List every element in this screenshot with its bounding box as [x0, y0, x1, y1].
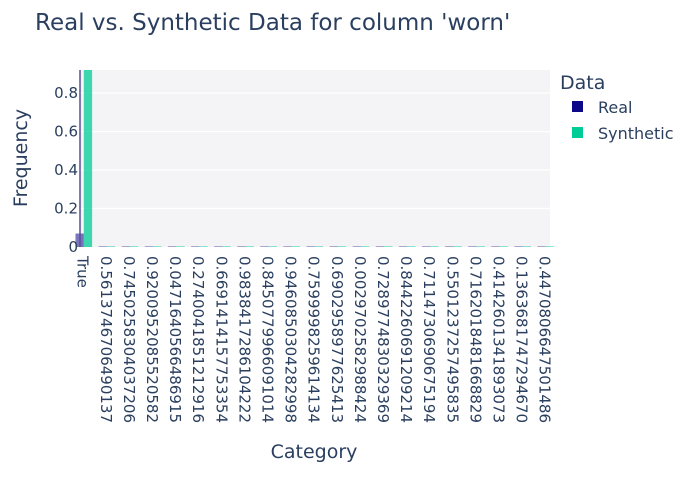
bar-synthetic[interactable]	[499, 246, 508, 247]
bar-synthetic[interactable]	[337, 246, 347, 247]
x-tick-label: 0.5613746706490137	[97, 256, 115, 423]
bar-synthetic[interactable]	[476, 246, 485, 247]
x-ticks: True 0.5613746706490137 0.7450258304037206…	[74, 255, 554, 423]
x-tick-label: 0.0029702582988424	[351, 256, 369, 423]
x-tick-label: 0.6691414157753354	[212, 256, 230, 423]
x-tick-label: 0.7289774830329369	[374, 256, 392, 423]
bar-real[interactable]	[214, 246, 223, 247]
bar-synthetic[interactable]	[130, 246, 139, 247]
bar-synthetic[interactable]	[314, 246, 324, 247]
bar-real[interactable]	[445, 246, 454, 247]
bar-synthetic[interactable]	[199, 246, 208, 247]
bar-synthetic[interactable]	[453, 246, 462, 247]
legend-item-real[interactable]: Real	[572, 98, 633, 117]
x-tick-label: 0.9460850304282998	[282, 256, 300, 423]
bar-real[interactable]	[422, 246, 431, 247]
bar-synthetic[interactable]	[176, 246, 185, 247]
x-tick-label: 0.9200952085520582	[143, 256, 161, 423]
bar-real[interactable]	[352, 246, 362, 247]
bar-real[interactable]	[237, 246, 246, 247]
bar-synthetic[interactable]	[222, 246, 231, 247]
bar-real[interactable]	[191, 246, 200, 247]
x-tick-label: 0.2740041851212916	[189, 256, 207, 423]
bar-real[interactable]	[514, 246, 523, 247]
y-tick-label: 0.4	[54, 161, 78, 179]
y-tick-label: 0.2	[54, 200, 78, 218]
bar-synthetic[interactable]	[545, 246, 555, 247]
x-tick-label: 0.9838417286104222	[235, 256, 253, 423]
bar-real[interactable]	[468, 246, 477, 247]
bar-synthetic[interactable]	[153, 246, 162, 247]
x-axis-title: Category	[271, 441, 358, 463]
legend-label-synthetic: Synthetic	[598, 124, 674, 143]
bar-synthetic[interactable]	[407, 246, 416, 247]
bar-real[interactable]	[167, 246, 177, 247]
x-tick-label: 0.4470806647501486	[536, 256, 554, 423]
bar-real[interactable]	[144, 246, 154, 247]
x-tick-label: True	[74, 255, 92, 288]
bar-synthetic[interactable]	[83, 70, 93, 247]
bar-synthetic[interactable]	[245, 246, 254, 247]
chart-title: Real vs. Synthetic Data for column 'worn…	[35, 10, 510, 36]
x-tick-label: 0.7450258304037206	[120, 256, 138, 423]
y-axis-title: Frequency	[10, 109, 32, 207]
bar-synthetic[interactable]	[384, 246, 393, 247]
bar-real[interactable]	[329, 246, 338, 247]
x-tick-label: 0.8442260691209214	[397, 256, 415, 423]
legend-title: Data	[560, 72, 605, 94]
x-tick-label: 0.4142601341893073	[489, 256, 507, 423]
x-tick-label: 0.0471640566486915	[166, 256, 184, 423]
x-tick-label: 0.5501237257495835	[443, 256, 461, 423]
x-tick-label: 0.7162018481668829	[466, 256, 484, 423]
y-tick-label: 0.6	[54, 123, 78, 141]
bar-real[interactable]	[375, 246, 385, 247]
bar-synthetic[interactable]	[361, 246, 370, 247]
y-tick-label: 0	[68, 238, 78, 256]
bar-synthetic[interactable]	[291, 246, 301, 247]
bar-synthetic[interactable]	[268, 246, 277, 247]
bar-synthetic[interactable]	[522, 246, 532, 247]
bar-real[interactable]	[98, 246, 107, 247]
legend: Data Real Synthetic	[560, 72, 674, 143]
x-tick-label: 0.6902958977625413	[328, 256, 346, 423]
x-tick-label: 0.8450779966091014	[258, 256, 276, 423]
bar-synthetic[interactable]	[106, 246, 116, 247]
bar-real[interactable]	[306, 246, 315, 247]
gridlines	[80, 92, 550, 210]
legend-item-synthetic[interactable]: Synthetic	[572, 124, 674, 143]
bar-real[interactable]	[491, 246, 500, 247]
legend-swatch-synthetic	[572, 127, 583, 138]
y-tick-label: 0.8	[54, 84, 78, 102]
x-tick-label: 0.1363681747294670	[513, 256, 531, 423]
y-ticks: 0 0.2 0.4 0.6 0.8	[54, 84, 78, 256]
x-tick-label: 0.7599998259614134	[305, 256, 323, 423]
plot-area	[80, 70, 550, 247]
bar-real[interactable]	[398, 246, 408, 247]
legend-swatch-real	[572, 101, 583, 112]
bar-synthetic[interactable]	[430, 246, 439, 247]
bar-real[interactable]	[121, 246, 131, 247]
x-tick-label: 0.7114730690675194	[420, 256, 438, 423]
bar-real[interactable]	[260, 246, 269, 247]
bar-real[interactable]	[283, 246, 292, 247]
legend-label-real: Real	[598, 98, 633, 117]
bar-real[interactable]	[537, 246, 546, 247]
